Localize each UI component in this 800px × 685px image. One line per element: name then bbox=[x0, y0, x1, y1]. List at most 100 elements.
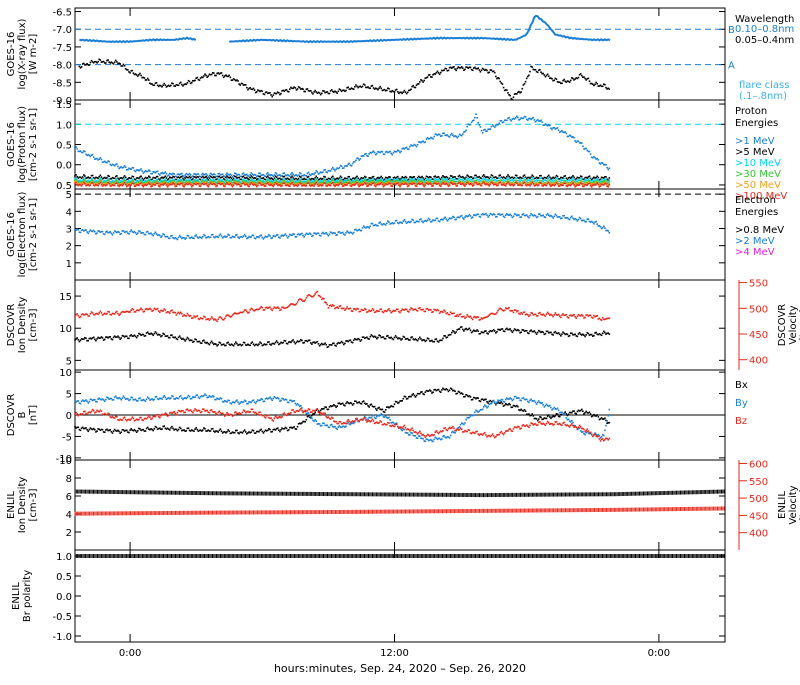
data-point bbox=[243, 175, 245, 177]
data-point bbox=[140, 168, 142, 170]
data-point bbox=[540, 120, 542, 122]
data-point bbox=[333, 305, 335, 307]
data-point bbox=[85, 338, 87, 340]
data-point bbox=[389, 183, 391, 185]
data-point bbox=[551, 216, 553, 218]
data-point bbox=[235, 341, 237, 343]
data-point bbox=[455, 70, 457, 72]
data-point bbox=[98, 176, 100, 178]
data-point bbox=[384, 154, 386, 156]
data-point bbox=[503, 121, 505, 123]
data-point bbox=[147, 184, 149, 186]
data-point bbox=[477, 67, 479, 69]
data-point bbox=[540, 178, 542, 180]
data-point bbox=[196, 315, 198, 317]
data-point bbox=[513, 312, 515, 314]
data-point bbox=[383, 312, 385, 314]
data-point bbox=[405, 221, 407, 223]
data-point bbox=[443, 69, 445, 71]
data-point bbox=[602, 317, 604, 319]
data-point bbox=[102, 231, 104, 233]
data-point bbox=[173, 173, 175, 175]
data-point bbox=[190, 174, 192, 176]
data-point bbox=[567, 186, 569, 188]
data-point bbox=[440, 72, 442, 74]
data-point bbox=[112, 234, 114, 236]
data-point bbox=[561, 333, 563, 335]
data-point bbox=[114, 185, 116, 187]
data-point bbox=[198, 183, 200, 185]
data-point bbox=[136, 337, 138, 339]
data-point bbox=[533, 183, 535, 185]
data-point bbox=[122, 185, 124, 187]
data-point bbox=[259, 183, 261, 185]
data-point bbox=[423, 80, 425, 82]
data-point bbox=[190, 184, 192, 186]
data-point bbox=[439, 221, 441, 223]
data-point bbox=[377, 225, 379, 227]
data-point bbox=[161, 335, 163, 337]
data-point bbox=[409, 309, 411, 311]
data-point bbox=[583, 219, 585, 221]
data-point bbox=[336, 92, 338, 94]
data-point bbox=[105, 62, 107, 64]
data-point bbox=[199, 79, 201, 81]
data-point bbox=[306, 175, 308, 177]
legend-entry: >10 MeV bbox=[735, 158, 781, 169]
data-point bbox=[163, 83, 165, 85]
data-point bbox=[526, 78, 528, 80]
data-point bbox=[540, 175, 542, 177]
data-point bbox=[540, 182, 542, 184]
data-point bbox=[481, 185, 483, 187]
data-point bbox=[301, 233, 303, 235]
data-point bbox=[75, 174, 77, 176]
data-point bbox=[78, 229, 80, 231]
data-point bbox=[221, 235, 223, 237]
data-point bbox=[314, 172, 316, 174]
data-point bbox=[312, 235, 314, 237]
data-point bbox=[577, 316, 579, 318]
data-point bbox=[116, 182, 118, 184]
data-point bbox=[311, 343, 313, 345]
legend-entry: >4 MeV bbox=[735, 247, 775, 258]
data-point bbox=[313, 185, 315, 187]
flare-class-note: (.1–.8nm) bbox=[739, 91, 787, 102]
data-point bbox=[437, 71, 439, 73]
data-point bbox=[278, 92, 280, 94]
data-point bbox=[252, 341, 254, 343]
y-tick-label: 2 bbox=[66, 242, 72, 253]
data-point bbox=[375, 336, 377, 338]
data-point bbox=[562, 313, 564, 315]
data-point bbox=[584, 336, 586, 338]
data-point bbox=[494, 214, 496, 216]
data-point bbox=[112, 339, 114, 341]
data-point bbox=[481, 130, 483, 132]
data-point bbox=[524, 177, 526, 179]
data-point bbox=[609, 232, 611, 234]
data-point bbox=[276, 183, 278, 185]
legend-entry: >50 MeV bbox=[735, 180, 781, 191]
data-point bbox=[471, 184, 473, 186]
data-point bbox=[330, 170, 332, 172]
data-point bbox=[504, 216, 506, 218]
data-point bbox=[524, 180, 526, 182]
data-point bbox=[83, 338, 85, 340]
data-point bbox=[180, 82, 182, 84]
data-point bbox=[295, 87, 297, 89]
data-point bbox=[389, 176, 391, 178]
data-point bbox=[246, 179, 248, 181]
data-point bbox=[470, 330, 472, 332]
data-point bbox=[167, 236, 169, 238]
data-point bbox=[366, 336, 368, 338]
data-point bbox=[275, 342, 277, 344]
flare-class-note: flare class bbox=[739, 80, 789, 91]
data-point bbox=[464, 131, 466, 133]
data-point bbox=[96, 232, 98, 234]
data-point bbox=[326, 233, 328, 235]
data-point bbox=[325, 344, 327, 346]
data-point bbox=[432, 185, 434, 187]
data-point bbox=[479, 69, 481, 71]
data-point bbox=[475, 182, 477, 184]
data-point bbox=[397, 309, 399, 311]
data-point bbox=[162, 310, 164, 312]
